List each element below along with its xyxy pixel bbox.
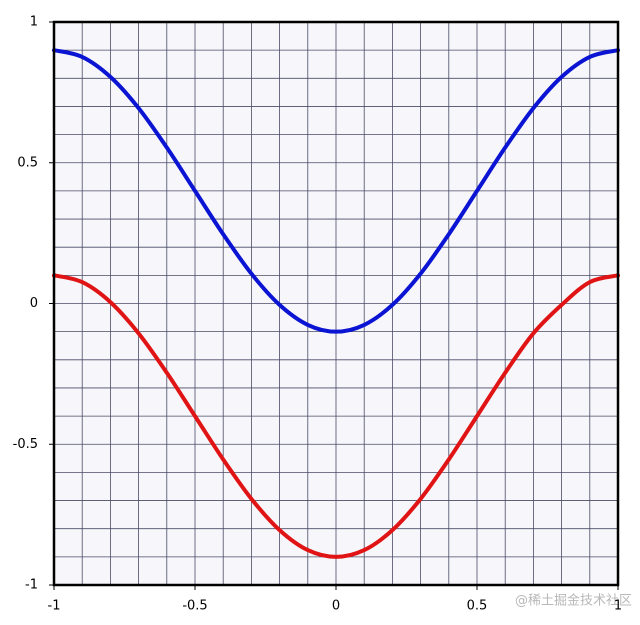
y-tick-label: 0 [30,296,38,311]
y-tick-label: -0.5 [13,437,38,452]
watermark: @稀土掘金技术社区 [515,593,632,609]
x-tick-label: 0 [332,599,340,614]
y-tick-label: 0.5 [17,155,38,170]
x-tick-label: 0.5 [467,599,488,614]
y-tick-label: 1 [30,15,38,30]
x-tick-label: -0.5 [182,599,207,614]
line-series [52,273,620,559]
y-tick-label: -1 [25,578,38,593]
x-tick-label: -1 [48,599,61,614]
line-series [52,48,620,334]
x-tick-label: 1 [614,599,622,614]
